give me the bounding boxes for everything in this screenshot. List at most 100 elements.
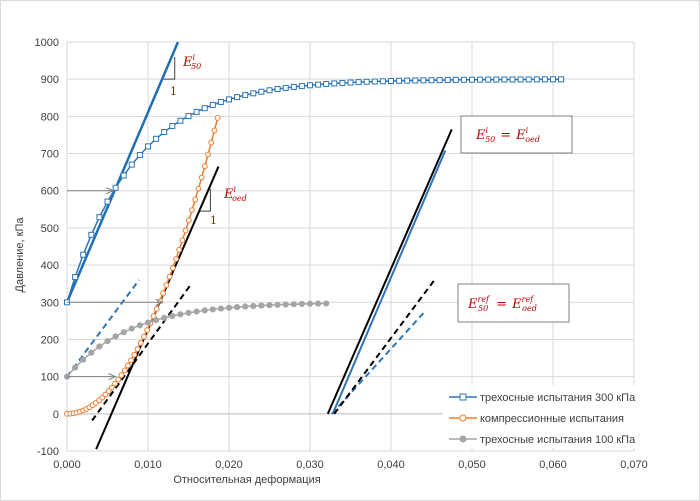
data-point [208, 139, 215, 146]
data-point [177, 117, 184, 124]
data-point [282, 301, 289, 308]
data-point [363, 78, 370, 85]
data-point [193, 308, 200, 315]
oed-tangent-dashed-line [91, 284, 191, 422]
data-point [274, 86, 281, 93]
data-point [428, 77, 435, 84]
data-point [105, 388, 112, 395]
data-point [192, 196, 199, 203]
data-point [234, 94, 241, 101]
data-point [404, 77, 411, 84]
data-point [477, 76, 484, 83]
tangent-300-line [65, 41, 180, 303]
data-point [315, 81, 322, 88]
data-point [290, 301, 297, 308]
y-tick-label: 700 [41, 149, 59, 161]
data-point [161, 314, 168, 321]
eoed-label: Ei oed [223, 185, 247, 203]
data-point [112, 333, 119, 340]
data-point [469, 76, 475, 83]
data-point [112, 380, 118, 387]
x-tick-label: 0,060 [539, 459, 567, 471]
data-point [485, 76, 492, 83]
data-point [185, 309, 192, 316]
data-point [176, 246, 183, 253]
x-tick-label: 0,000 [53, 459, 81, 471]
data-point [201, 163, 208, 170]
data-point [153, 305, 160, 312]
data-point [509, 76, 516, 83]
x-tick-label: 0,040 [377, 459, 405, 471]
data-point [160, 290, 167, 297]
data-point [331, 80, 338, 87]
data-point [298, 300, 305, 308]
x-axis-title: Относительная деформация [173, 474, 320, 486]
data-point [169, 123, 176, 130]
legend-label: компрессионные испытания [480, 413, 624, 425]
legend-item-triaxial-100: трехосные испытания 100 кПа [449, 434, 636, 446]
legend: трехосные испытания 300 кПа компрессионн… [443, 385, 646, 448]
data-point [298, 83, 305, 90]
series-2 [63, 300, 330, 380]
data-point [88, 231, 95, 238]
data-point [115, 376, 122, 383]
tick-labels: -100 0 100 200 300 400 500 600 700 800 900 1000 0,00… [35, 37, 648, 471]
data-point [145, 143, 151, 150]
tangent-100-line [66, 279, 140, 378]
y-tick-label: 300 [41, 297, 59, 309]
data-point [104, 198, 111, 205]
series-line [66, 117, 219, 415]
data-point [209, 306, 216, 313]
series-1 [64, 115, 221, 417]
y-tick-label: 400 [41, 260, 59, 272]
data-point [96, 214, 103, 221]
data-point [179, 237, 186, 244]
data-point [163, 282, 170, 289]
data-point [120, 329, 127, 336]
data-point [136, 151, 143, 158]
data-point [452, 76, 459, 83]
data-point [182, 227, 189, 234]
data-point [558, 76, 565, 83]
data-point [315, 300, 322, 307]
data-point [217, 99, 224, 106]
data-point [121, 367, 128, 374]
data-point [137, 340, 144, 346]
data-point [355, 79, 362, 86]
data-point [144, 327, 151, 334]
data-series [63, 76, 565, 417]
data-point [201, 307, 208, 314]
equation-box-2-frame [457, 283, 570, 323]
x-tick-label: 0,010 [134, 459, 162, 471]
data-point [501, 76, 508, 83]
y-tick-label: -100 [37, 446, 59, 458]
data-point [266, 87, 273, 94]
shift-black-dashed-line [333, 280, 435, 415]
data-point [118, 372, 125, 379]
data-point [102, 391, 109, 398]
x-tick-label: 0,030 [296, 459, 324, 471]
e50-one: 1 [170, 85, 177, 98]
data-point [128, 357, 135, 364]
shift-blue-dashed-line [331, 309, 427, 415]
legend-item-compression: компрессионные испытания [449, 413, 624, 425]
data-point [88, 349, 95, 356]
x-tick-label: 0,020 [215, 459, 243, 471]
data-point [134, 346, 141, 352]
data-point [307, 82, 313, 89]
data-point [217, 305, 224, 312]
y-tick-label: 1000 [35, 37, 59, 49]
data-point [131, 351, 138, 358]
reference-lines [65, 41, 453, 450]
equation-box-2-text: Eref 50 = Eref oed [467, 295, 537, 313]
equation-box-2: Eref 50 = Eref oed [457, 283, 570, 323]
data-point [72, 364, 79, 371]
data-point [209, 101, 216, 108]
data-point [112, 184, 119, 191]
data-point [185, 113, 192, 120]
data-point [144, 319, 152, 326]
data-point [420, 77, 427, 84]
y-tick-label: 200 [41, 334, 59, 346]
data-point [250, 90, 257, 97]
data-point [323, 300, 330, 307]
